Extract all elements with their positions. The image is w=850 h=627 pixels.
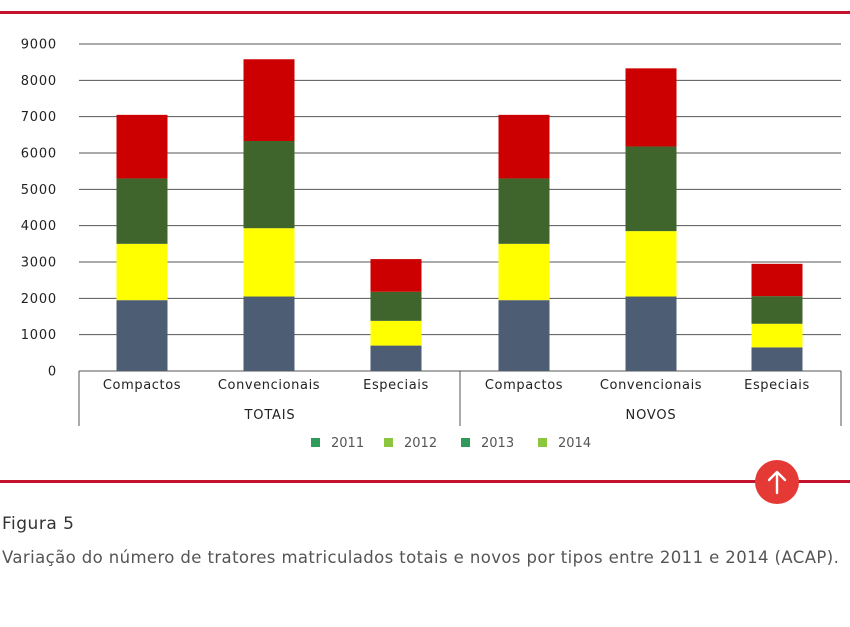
bar-segment-2011 [370,345,422,371]
x-tick-label: Convencionais [218,378,320,393]
bar-segment-2012 [498,243,550,301]
legend: 2011 2012 2013 2014 [311,436,591,451]
bar-segment-2014 [751,263,803,297]
y-axis-ticks: 0 1000 2000 3000 4000 5000 6000 7000 8000 9000 [21,38,57,380]
gridlines [79,43,841,372]
bar-segment-2013 [751,296,803,324]
bar-segment-2011 [751,347,803,371]
legend-swatch [538,438,547,447]
figure-title: Figura 5 [2,514,75,534]
figure-caption: Variação do número de tratores matricula… [2,548,840,567]
legend-label: 2014 [558,436,591,451]
legend-swatch [461,438,470,447]
legend-item: 2012 [384,436,437,451]
bar-segment-2012 [751,323,803,348]
bar-segment-2014 [116,114,168,179]
stacked-bar-chart: 0 1000 2000 3000 4000 5000 6000 7000 8000 9000 Co… [21,38,842,451]
y-tick-label: 5000 [21,183,57,198]
y-tick-label: 4000 [21,219,57,234]
arrow-up-icon [767,470,787,495]
bottom-divider [0,480,850,483]
y-tick-label: 0 [48,365,57,380]
group-label: NOVOS [626,408,677,423]
legend-swatch [311,438,320,447]
y-tick-label: 8000 [21,74,57,89]
bar-segment-2013 [116,178,168,244]
legend-item: 2013 [461,436,514,451]
y-tick-label: 3000 [21,256,57,271]
x-tick-label: Especiais [744,378,810,393]
bar-segment-2011 [625,296,677,371]
x-axis: Compactos Convencionais Especiais Compactos… [78,371,842,426]
legend-label: 2011 [331,436,364,451]
top-divider [0,11,850,14]
bar-segment-2013 [243,141,295,229]
bar-segment-2012 [370,320,422,346]
x-tick-label: Compactos [103,378,181,393]
y-tick-label: 1000 [21,328,57,343]
legend-label: 2012 [404,436,437,451]
y-tick-label: 9000 [21,38,57,53]
bar-segment-2011 [498,300,550,371]
bar-segment-2014 [370,259,422,292]
group-label: TOTAIS [244,408,296,423]
x-tick-label: Convencionais [600,378,702,393]
y-tick-label: 6000 [21,147,57,162]
bar-segment-2013 [625,146,677,232]
bar-segment-2014 [625,68,677,147]
legend-label: 2013 [481,436,514,451]
bars [116,59,803,371]
bar-segment-2014 [243,59,295,142]
y-tick-label: 7000 [21,110,57,125]
x-tick-label: Compactos [485,378,563,393]
bar-segment-2013 [498,178,550,244]
bar-segment-2011 [243,296,295,371]
legend-item: 2011 [311,436,364,451]
bar-segment-2012 [116,243,168,301]
y-tick-label: 2000 [21,292,57,307]
scroll-to-top-button[interactable] [755,460,799,504]
legend-item: 2014 [538,436,591,451]
bar-segment-2014 [498,114,550,179]
x-tick-label: Especiais [363,378,429,393]
bar-segment-2012 [625,231,677,297]
bar-segment-2012 [243,228,295,297]
bar-segment-2013 [370,291,422,321]
bar-segment-2011 [116,300,168,371]
legend-swatch [384,438,393,447]
